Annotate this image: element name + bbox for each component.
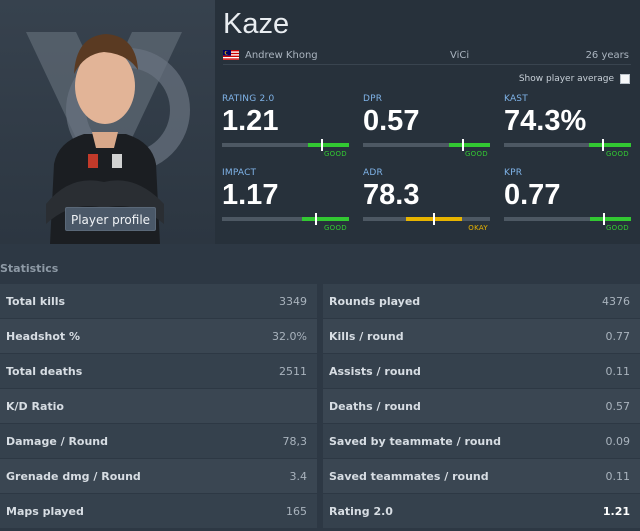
stat-verdict: GOOD [323,150,347,158]
stats-row-label: K/D Ratio [6,399,64,413]
stats-row: Saved teammates / round 0.11 [323,459,640,493]
stat-kpr: KPR 0.77 GOOD [504,168,631,232]
stats-row-label: Rating 2.0 [329,504,393,518]
stat-bar [363,139,490,151]
stat-verdict: OKAY [468,224,488,232]
stats-row-label: Grenade dmg / Round [6,469,141,483]
stat-label: KPR [504,168,523,178]
stats-row-label: Assists / round [329,364,421,378]
player-card: Player profile Kaze Andrew Khong ViCi 26… [0,0,640,244]
stats-row-label: Headshot % [6,329,81,343]
stats-row: Rounds played 4376 [323,284,640,318]
stats-row-value: 0.11 [605,469,631,483]
stats-row-value: 2511 [279,364,307,378]
stat-value: 74.3% [504,105,587,137]
stat-label: DPR [363,94,383,104]
stats-row-label: Damage / Round [6,434,109,448]
stats-row: Maps played 165 [0,494,317,528]
stat-label: IMPACT [222,168,257,178]
stats-row: Saved by teammate / round 0.09 [323,424,640,458]
show-average-label: Show player average [518,74,614,84]
stats-row-value: 1.21 [602,504,630,518]
stats-row-value: 78,3 [282,434,308,448]
stats-row: K/D Ratio [0,389,317,423]
stats-row: Total kills 3349 [0,284,317,318]
stat-value: 1.17 [222,179,279,211]
stats-row: Assists / round 0.11 [323,354,640,388]
player-info-panel: Kaze Andrew Khong ViCi 26 years Show pla… [215,0,640,244]
stats-row-label: Kills / round [329,329,404,343]
stat-label: RATING 2.0 [222,94,275,104]
stat-impact: IMPACT 1.17 GOOD [222,168,349,232]
stat-value: 1.21 [222,105,279,137]
stat-verdict: GOOD [605,224,629,232]
stats-row-label: Deaths / round [329,399,421,413]
stats-row-label: Maps played [6,504,84,518]
stats-row: Total deaths 2511 [0,354,317,388]
stats-row-label: Saved teammates / round [329,469,489,483]
stat-bar [222,213,349,225]
stats-row-value: 3349 [279,294,307,308]
player-team-link[interactable]: ViCi [450,50,470,61]
stat-label: ADR [363,168,383,178]
stat-verdict: GOOD [605,150,629,158]
stats-row-value: 32.0% [272,329,307,343]
stat-bar [504,213,631,225]
stats-row: Rating 2.0 1.21 [323,494,640,528]
stat-verdict: GOOD [323,224,347,232]
stat-verdict: GOOD [464,150,488,158]
stats-row-value: 0.09 [605,434,631,448]
stats-row: Deaths / round 0.57 [323,389,640,423]
malaysia-flag-icon [223,50,239,60]
player-nickname: Kaze [223,8,290,40]
stat-dpr: DPR 0.57 GOOD [363,94,490,158]
statistics-heading: Statistics [0,262,59,275]
stats-row: Kills / round 0.77 [323,319,640,353]
player-profile-button[interactable]: Player profile [65,207,156,231]
stat-adr: ADR 78.3 OKAY [363,168,490,232]
stats-row: Damage / Round 78,3 [0,424,317,458]
stats-row-label: Total kills [6,294,66,308]
stats-row-value: 3.4 [289,469,308,483]
player-real-name: Andrew Khong [245,50,318,61]
show-average-toggle[interactable]: Show player average [519,74,630,84]
stat-value: 0.77 [504,179,561,211]
stat-value: 0.57 [363,105,420,137]
stats-row-label: Saved by teammate / round [329,434,501,448]
stats-row-value: 0.11 [605,364,631,378]
statistics-left-column: Total kills 3349 Headshot % 32.0% Total de… [0,284,317,529]
stats-row: Grenade dmg / Round 3.4 [0,459,317,493]
stat-label: KAST [504,94,528,104]
stat-bar [222,139,349,151]
stat-bar [363,213,490,225]
stats-row: Headshot % 32.0% [0,319,317,353]
stat-bar [504,139,631,151]
player-photo-area: Player profile [0,0,215,244]
stats-row-value: 4376 [602,294,630,308]
statistics-right-column: Rounds played 4376 Kills / round 0.77 Assi… [323,284,640,529]
stats-row-value: 0.77 [605,329,631,343]
show-average-checkbox[interactable] [620,74,630,84]
stat-value: 78.3 [363,179,420,211]
player-subinfo: Andrew Khong ViCi 26 years [223,47,631,65]
stats-row-label: Rounds played [329,294,421,308]
stats-row-value: 0.57 [605,399,631,413]
stat-kast: KAST 74.3% GOOD [504,94,631,158]
stats-row-label: Total deaths [6,364,83,378]
stat-rating: RATING 2.0 1.21 GOOD [222,94,349,158]
stats-row-value: 165 [286,504,307,518]
player-age: 26 years [585,50,629,61]
